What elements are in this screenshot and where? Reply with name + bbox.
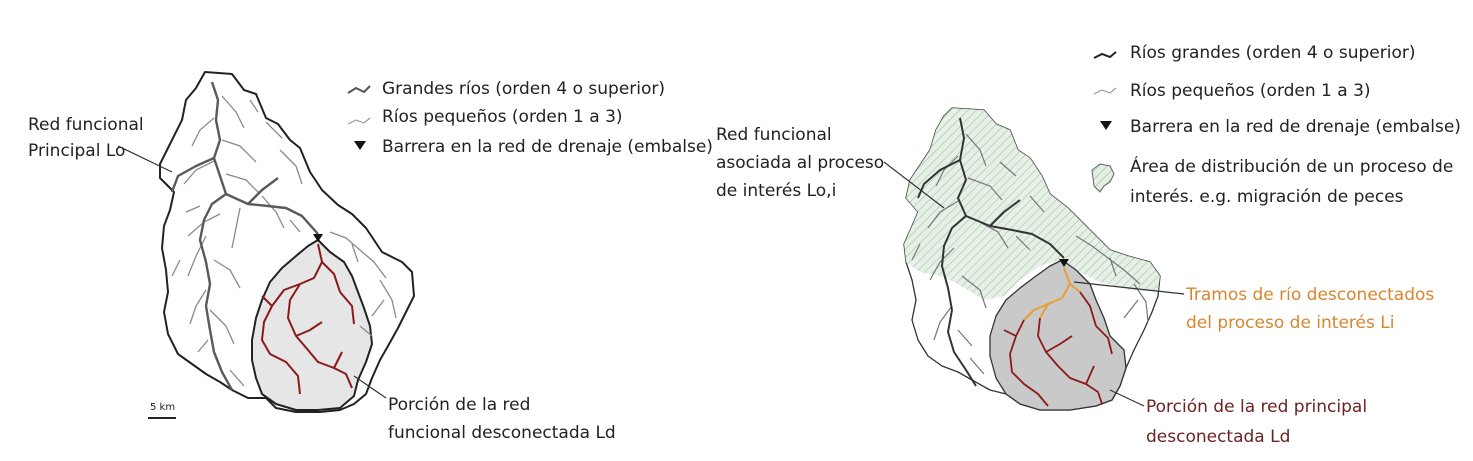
right-distribution-area xyxy=(904,108,1160,300)
right-orange-reaches xyxy=(1023,267,1081,321)
right-legend-barrier-icon xyxy=(1100,121,1112,130)
right-panel: Red funcional asociada al proceso de int… xyxy=(716,43,1461,447)
left-disconnected-river xyxy=(261,243,355,395)
right-small-rivers xyxy=(911,133,1149,375)
left-main-network-label-2: Principal Lo xyxy=(28,141,125,161)
right-legend-small-rivers: Ríos pequeños (orden 1 a 3) xyxy=(1130,81,1371,101)
right-orange-pointer xyxy=(1073,281,1185,295)
right-legend-small-river-icon xyxy=(1093,87,1117,95)
legend-barrier-icon xyxy=(354,141,366,150)
left-barrier-marker xyxy=(313,234,323,242)
right-legend-area-2: interés. e.g. migración de peces xyxy=(1130,187,1404,207)
left-legend-large-rivers: Grandes ríos (orden 4 o superior) xyxy=(382,79,665,99)
legend-large-river-icon xyxy=(347,85,371,94)
right-orange-label-1: Tramos de río desconectados xyxy=(1185,285,1434,305)
right-orange-label-2: del proceso de interés Li xyxy=(1186,313,1394,333)
left-legend-small-rivers: Ríos pequeños (orden 1 a 3) xyxy=(382,107,623,127)
left-disconnected-area xyxy=(251,239,373,411)
right-legend-area-icon xyxy=(1091,163,1115,193)
right-legend: Ríos grandes (orden 4 o superior) Ríos p… xyxy=(1091,43,1461,207)
right-disconnected-river xyxy=(1003,291,1113,407)
right-legend-barrier: Barrera en la red de drenaje (embalse) xyxy=(1130,117,1461,137)
right-barrier-marker xyxy=(1059,259,1069,267)
legend-small-river-icon xyxy=(347,117,371,125)
right-disconnected-pointer xyxy=(1109,389,1145,407)
right-disconnected-label-2: desconectada Ld xyxy=(1146,427,1290,447)
left-main-network-pointer xyxy=(117,145,173,173)
scale-bar-label: 5 km xyxy=(150,402,175,413)
left-legend-barrier: Barrera en la red de drenaje (embalse) xyxy=(382,137,713,157)
left-large-rivers xyxy=(170,81,319,391)
left-disconnected-label-1: Porción de la red xyxy=(388,395,530,415)
right-functional-label-2: asociada al proceso xyxy=(716,153,884,173)
right-legend-large-river-icon xyxy=(1093,51,1117,59)
right-legend-large-rivers: Ríos grandes (orden 4 o superior) xyxy=(1130,43,1415,63)
left-legend: Grandes ríos (orden 4 o superior) Ríos p… xyxy=(347,79,713,157)
right-disconnected-label-1: Porción de la red principal xyxy=(1146,397,1367,417)
left-main-network-label-1: Red funcional xyxy=(28,115,144,135)
right-functional-label-1: Red funcional xyxy=(716,125,832,145)
right-legend-area-1: Área de distribución de un proceso de xyxy=(1130,155,1453,177)
left-disconnected-label-2: funcional desconectada Ld xyxy=(388,423,616,443)
left-panel: 5 km Red funcional Principal Lo Porción … xyxy=(28,71,713,443)
right-functional-pointer xyxy=(883,161,945,209)
right-functional-label-3: de interés Lo,i xyxy=(716,181,836,201)
left-disconnected-pointer xyxy=(353,375,387,399)
